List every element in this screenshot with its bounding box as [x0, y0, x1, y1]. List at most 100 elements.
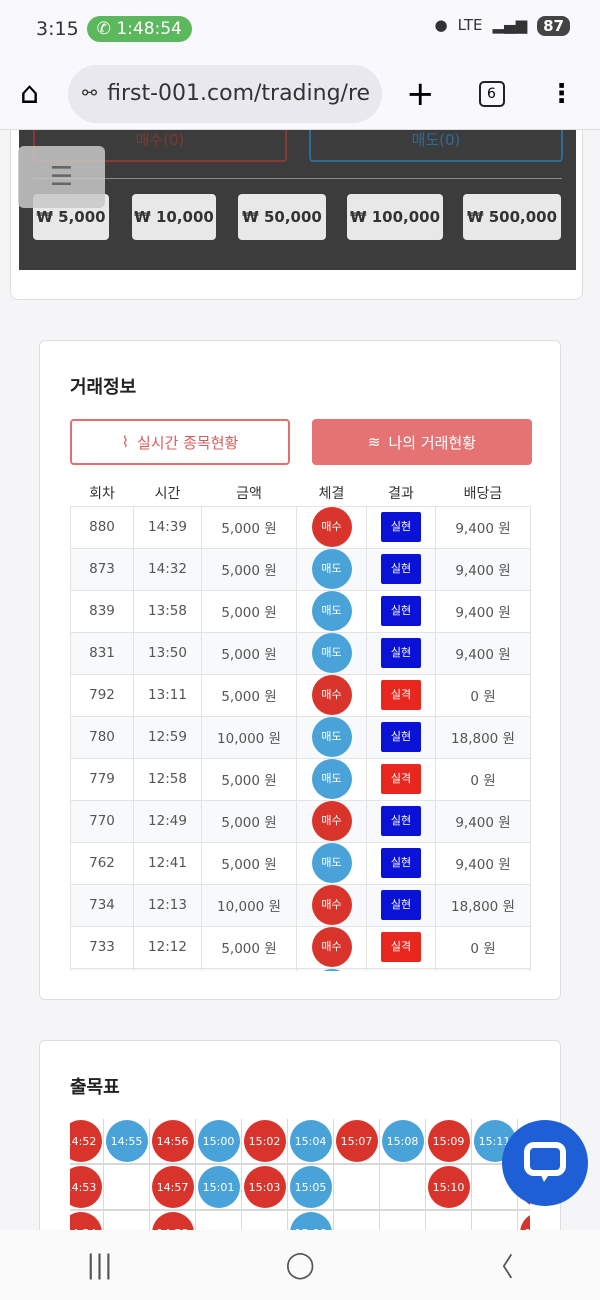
table-cell: 실현 — [366, 841, 436, 885]
table-cell: 18,800 원 — [435, 715, 531, 759]
buy-result-dot: 14:56 — [151, 1120, 194, 1162]
site-settings-icon[interactable]: ⚯ — [82, 83, 98, 104]
grid-cell: 15:02 — [242, 1119, 287, 1165]
table-cell: 12:49 — [133, 799, 202, 843]
column-header: 체결 — [318, 486, 345, 503]
table-cell: 매도 — [296, 841, 367, 885]
table-cell: 실격 — [366, 925, 436, 969]
order-panel: 매수(0) 매도(0) ₩ 5,000 ₩ 10,000 ₩ 50,000 ₩ … — [10, 130, 583, 300]
table-cell: 13:58 — [133, 589, 202, 633]
my-trades-button[interactable]: ≋ 나의 거래현황 — [312, 419, 532, 465]
table-cell: 0 원 — [435, 925, 531, 969]
table-row: 770 12:49 5,000 원 매수 실현 9,400 원 — [70, 799, 531, 843]
table-row: 734 12:13 10,000 원 매수 실현 18,800 원 — [70, 883, 531, 927]
buy-badge: 매수 — [311, 675, 352, 715]
grid-cell: 14:56 — [150, 1119, 195, 1165]
back-icon[interactable]: 〈 — [487, 1252, 514, 1283]
realtime-status-button[interactable]: ⌇ 실시간 종목현황 — [70, 419, 290, 465]
call-timer[interactable]: ✆ 1:48:54 — [86, 16, 192, 42]
buy-result-dot: 14:57 — [151, 1166, 194, 1208]
amount-500000-button[interactable]: ₩ 500,000 — [463, 194, 561, 240]
lose-badge: 실격 — [381, 680, 421, 710]
table-cell: 5,000 원 — [201, 757, 297, 801]
realtime-label: 실시간 종목현황 — [136, 433, 239, 452]
table-cell: 13:50 — [133, 631, 202, 675]
menu-toggle-icon[interactable]: ☰ — [18, 146, 105, 208]
more-menu-icon[interactable]: ⋮ — [548, 78, 575, 109]
status-bar: 3:15 ✆ 1:48:54 ● LTE ▂▄▆ 87 — [0, 0, 600, 58]
grid-cell — [380, 1165, 425, 1211]
table-cell: 9,400 원 — [435, 547, 531, 591]
home-nav-icon[interactable]: ◯ — [285, 1250, 315, 1280]
table-row: 780 12:59 10,000 원 매도 실현 18,800 원 — [70, 715, 531, 759]
grid-cell: 14:58 — [150, 1211, 195, 1231]
table-row: 762 12:41 5,000 원 매도 실현 9,400 원 — [70, 841, 531, 885]
table-cell: 실격 — [366, 673, 436, 717]
recent-apps-icon[interactable]: ||| — [86, 1250, 113, 1280]
sell-badge: 매도 — [311, 759, 352, 799]
tab-switcher-button[interactable]: 6 — [478, 80, 505, 107]
table-cell: 9,400 원 — [435, 505, 531, 549]
amount-100000-button[interactable]: ₩ 100,000 — [347, 194, 443, 240]
trade-info-title: 거래정보 — [70, 377, 137, 398]
table-cell: 734 — [70, 883, 134, 927]
table-cell: 18,800 원 — [435, 883, 531, 927]
grid-cell: 15:00 — [196, 1119, 241, 1165]
address-bar[interactable]: ⚯ first-001.com/trading/re — [68, 64, 382, 123]
buy-result-dot: 15:15 — [519, 1212, 530, 1231]
table-cell: 762 — [70, 841, 134, 885]
grid-cell — [334, 1211, 379, 1231]
table-cell — [296, 967, 367, 971]
sell-result-dot: 15:06 — [289, 1212, 332, 1231]
table-cell: 5,000 원 — [201, 589, 297, 633]
grid-column: 15:07 — [334, 1119, 380, 1231]
buy-result-dot: 15:09 — [427, 1120, 470, 1162]
table-row: 792 13:11 5,000 원 매수 실격 0 원 — [70, 673, 531, 717]
grid-cell: 15:06 — [288, 1211, 333, 1231]
grid-cell: 15:05 — [288, 1165, 333, 1211]
buy-result-dot: 14:53 — [70, 1166, 102, 1208]
table-row: 880 14:39 5,000 원 매수 실현 9,400 원 — [70, 505, 531, 549]
pulse-icon: ⌇ — [121, 433, 129, 451]
sell-badge: 매도 — [311, 591, 352, 631]
sell-badge: 매도 — [311, 633, 352, 673]
table-row: 733 12:12 5,000 원 매수 실격 0 원 — [70, 925, 531, 969]
table-cell: 9,400 원 — [435, 589, 531, 633]
grid-cell — [334, 1165, 379, 1211]
amount-10000-button[interactable]: ₩ 10,000 — [132, 194, 216, 240]
new-tab-icon[interactable]: + — [406, 73, 435, 114]
table-cell: 13:11 — [133, 673, 202, 717]
table-cell: 매도 — [296, 589, 367, 633]
win-badge: 실현 — [381, 890, 421, 920]
table-cell: 매도 — [296, 715, 367, 759]
grid-cell: 15:01 — [196, 1165, 241, 1211]
home-icon[interactable]: ⌂ — [20, 76, 40, 111]
table-cell: 873 — [70, 547, 134, 591]
sell-button[interactable]: 매도(0) — [309, 130, 563, 162]
grid-cell: 15:08 — [380, 1119, 425, 1165]
grid-cell — [472, 1211, 517, 1231]
grid-cell: 15:09 — [426, 1119, 471, 1165]
table-cell — [133, 967, 202, 971]
sell-badge: 매도 — [311, 843, 352, 883]
column-header: 시간 — [154, 486, 181, 503]
table-cell: 매수 — [296, 673, 367, 717]
win-badge: 실현 — [381, 512, 421, 542]
amount-50000-button[interactable]: ₩ 50,000 — [238, 194, 326, 240]
sell-result-dot: 15:08 — [381, 1120, 424, 1162]
android-nav-bar: ||| ◯ 〈 — [0, 1230, 600, 1300]
table-cell — [70, 967, 134, 971]
grid-cell — [104, 1211, 149, 1231]
table-cell: 831 — [70, 631, 134, 675]
sell-badge — [311, 968, 352, 971]
chat-button[interactable] — [502, 1120, 588, 1206]
table-cell: 12:58 — [133, 757, 202, 801]
buy-result-dot: 15:03 — [243, 1166, 286, 1208]
result-board-title: 출목표 — [70, 1077, 120, 1098]
table-cell: 매도 — [296, 631, 367, 675]
buy-result-dot: 14:54 — [70, 1212, 102, 1231]
table-cell — [435, 967, 531, 971]
table-cell: 0 원 — [435, 757, 531, 801]
table-row: 873 14:32 5,000 원 매도 실현 9,400 원 — [70, 547, 531, 591]
grid-column: 15:08 — [380, 1119, 426, 1231]
